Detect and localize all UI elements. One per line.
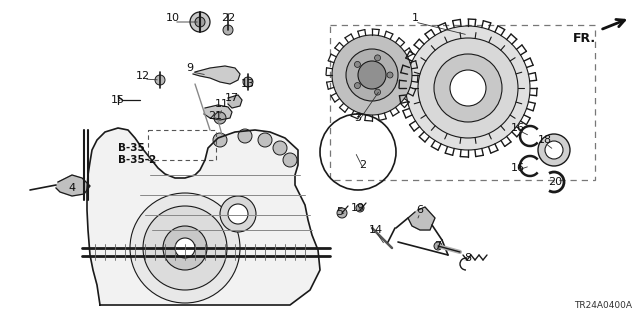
Circle shape [243,77,253,87]
Circle shape [273,141,287,155]
Text: 16: 16 [511,123,525,133]
Polygon shape [204,105,232,120]
Circle shape [355,83,360,89]
Circle shape [228,204,248,224]
Circle shape [434,54,502,122]
Polygon shape [87,128,320,305]
Circle shape [358,61,386,89]
Polygon shape [408,207,435,230]
Circle shape [220,196,256,232]
Circle shape [434,242,442,250]
Text: 22: 22 [221,13,235,23]
Circle shape [406,26,530,150]
Polygon shape [228,95,242,108]
Text: 5: 5 [337,207,344,217]
Circle shape [238,129,252,143]
Text: TR24A0400A: TR24A0400A [574,301,632,310]
Text: 14: 14 [369,225,383,235]
Circle shape [374,89,381,95]
Text: 4: 4 [68,183,76,193]
Polygon shape [56,175,90,196]
Text: B-35: B-35 [118,143,145,153]
Text: B-35-2: B-35-2 [118,155,156,165]
Text: 19: 19 [351,203,365,213]
Text: 15: 15 [111,95,125,105]
Circle shape [545,141,563,159]
Text: 9: 9 [186,63,193,73]
Circle shape [223,25,233,35]
Circle shape [418,38,518,138]
Circle shape [374,55,381,61]
Circle shape [346,49,398,101]
Text: 16: 16 [511,163,525,173]
Bar [148,130,216,160]
Circle shape [163,226,207,270]
Text: 7: 7 [435,241,442,251]
Text: 2: 2 [360,160,367,170]
Circle shape [195,17,205,27]
Circle shape [450,70,486,106]
Circle shape [538,134,570,166]
Text: 17: 17 [225,93,239,103]
Text: 6: 6 [417,205,424,215]
Circle shape [258,133,272,147]
Circle shape [337,208,347,218]
Circle shape [143,206,227,290]
Text: 13: 13 [241,79,255,89]
Text: 11: 11 [215,99,229,109]
Text: 18: 18 [538,135,552,145]
Text: 20: 20 [548,177,562,187]
Circle shape [214,112,226,124]
Circle shape [155,75,165,85]
Circle shape [332,35,412,115]
Text: 8: 8 [465,253,472,263]
Circle shape [130,193,240,303]
Circle shape [190,12,210,32]
Circle shape [283,153,297,167]
Circle shape [175,238,195,258]
Text: 1: 1 [412,13,419,23]
Circle shape [213,133,227,147]
Circle shape [355,61,360,68]
Text: 12: 12 [136,71,150,81]
Text: 21: 21 [208,111,222,121]
Circle shape [356,204,364,212]
Bar [330,25,595,180]
Text: FR.: FR. [573,32,596,45]
Polygon shape [193,66,240,84]
Text: 3: 3 [355,113,362,123]
Circle shape [387,72,393,78]
Text: 10: 10 [166,13,180,23]
